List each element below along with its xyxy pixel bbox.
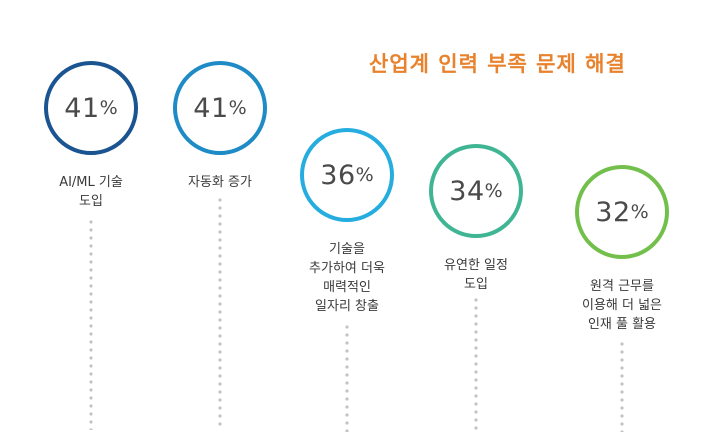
stat-label-line: 자동화 증가 (188, 175, 252, 190)
stat-label-line: AI/ML 기술 (59, 175, 123, 190)
dotted-leader-line (345, 323, 349, 432)
stat-value: 41 (193, 92, 229, 124)
stat-ring: 36% (300, 128, 394, 222)
stat-value: 32 (595, 196, 631, 228)
stat-unit: % (630, 201, 649, 223)
stat-value: 36 (320, 159, 356, 191)
stat-label-line: 도입 (79, 194, 103, 209)
stat-unit: % (99, 97, 118, 119)
stat-label-line: 추가하여 더욱 (309, 261, 385, 276)
stat-value: 34 (449, 175, 485, 207)
stat-label-line: 기술을 (329, 242, 365, 257)
stat-label-line: 도입 (464, 277, 488, 292)
stat-unit: % (355, 164, 374, 186)
stat-unit: % (484, 180, 503, 202)
stat-ring: 34% (429, 144, 523, 238)
stat-ring: 41% (173, 61, 267, 155)
dotted-leader-line (218, 196, 222, 430)
stat-ring: 41% (44, 61, 138, 155)
stat-label-line: 일자리 창출 (315, 299, 379, 314)
dotted-leader-line (474, 296, 478, 432)
stat-label-line: 이용해 더 넓은 (581, 298, 663, 313)
stat-label-line: 인재 풀 활용 (587, 317, 657, 332)
stat-value: 41 (64, 92, 100, 124)
stat-label-line: 원격 근무를 (590, 279, 654, 294)
dotted-leader-line (89, 218, 93, 430)
stat-label-line: 매력적인 (323, 280, 371, 295)
stat-unit: % (228, 97, 247, 119)
chart-title: 산업계 인력 부족 문제 해결 (369, 52, 626, 76)
stat-label-line: 유연한 일정 (444, 258, 508, 273)
stat-ring: 32% (575, 165, 669, 259)
dotted-leader-line (620, 340, 624, 432)
stat-label: 자동화 증가 (150, 173, 290, 192)
